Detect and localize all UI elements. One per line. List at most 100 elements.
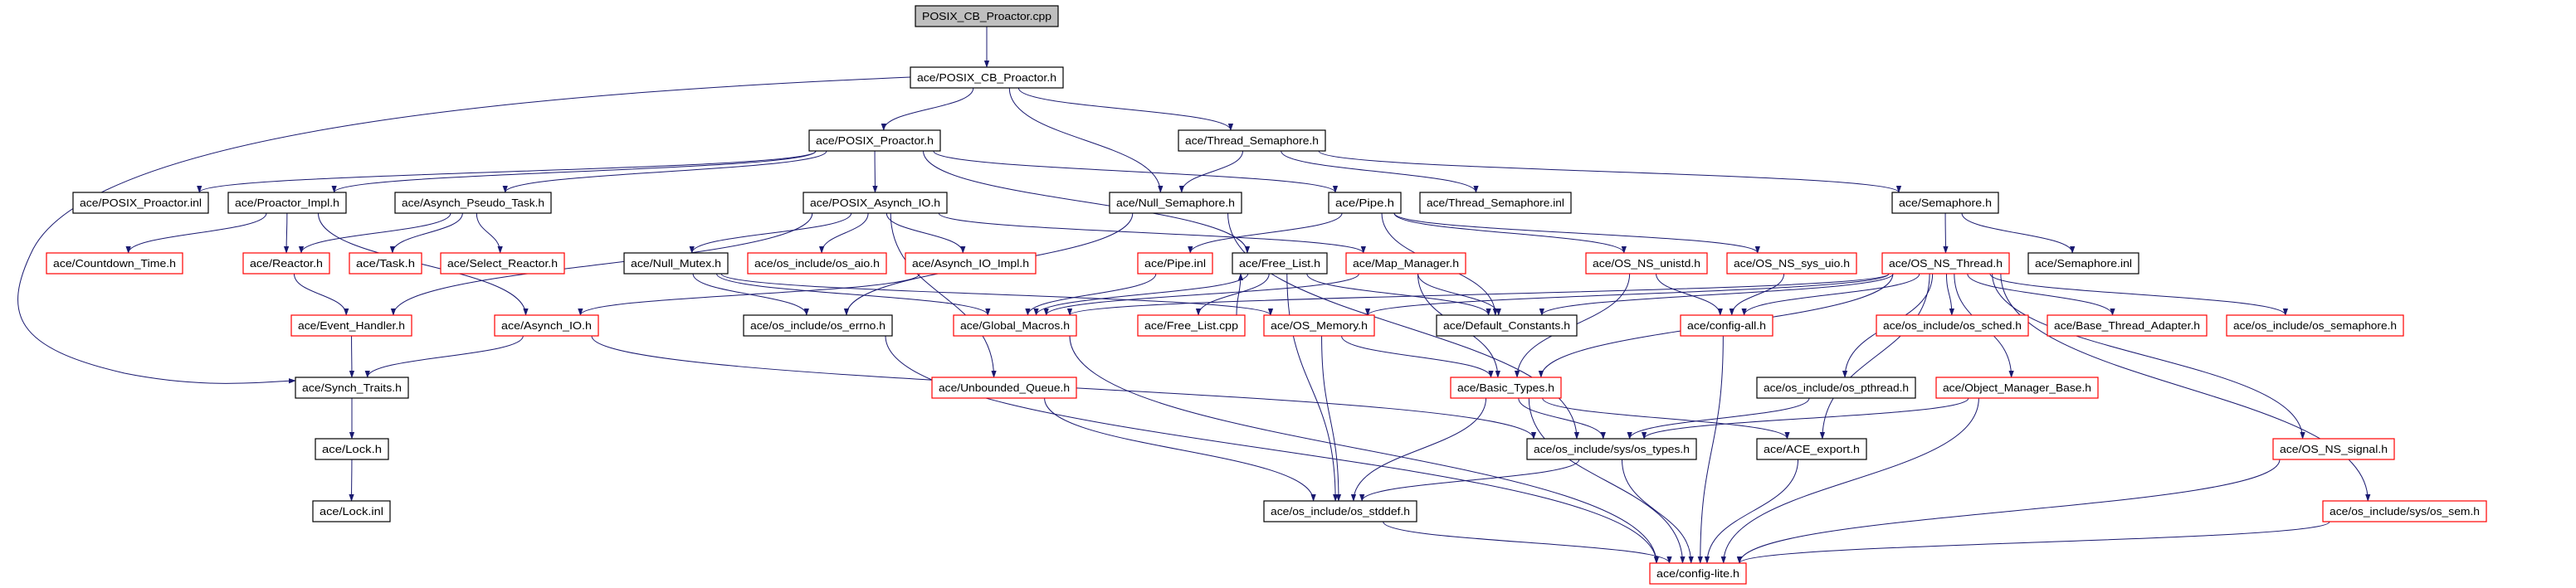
node-box[interactable] xyxy=(747,252,887,275)
node-task[interactable]: ace/Task.h xyxy=(349,252,422,275)
node-bt[interactable]: ace/Basic_Types.h xyxy=(1450,377,1562,399)
node-aio[interactable]: ace/Asynch_IO.h xyxy=(494,314,599,337)
node-ossemaphore[interactable]: ace/os_include/os_semaphore.h xyxy=(2226,314,2404,337)
node-box[interactable] xyxy=(743,314,893,337)
node-seminl[interactable]: ace/Semaphore.inl xyxy=(2027,252,2139,275)
node-box[interactable] xyxy=(494,314,599,337)
node-box[interactable] xyxy=(905,252,1037,275)
node-box[interactable] xyxy=(1137,252,1213,275)
node-box[interactable] xyxy=(440,252,565,275)
node-nsem[interactable]: ace/Null_Semaphore.h xyxy=(1109,192,1242,214)
node-box[interactable] xyxy=(623,252,729,275)
node-paio[interactable]: ace/POSIX_Asynch_IO.h xyxy=(803,192,948,214)
node-box[interactable] xyxy=(1680,314,1773,337)
node-box[interactable] xyxy=(1263,314,1375,337)
node-omb[interactable]: ace/Object_Manager_Base.h xyxy=(1935,377,2099,399)
node-tsinl[interactable]: ace/Thread_Semaphore.inl xyxy=(1419,192,1572,214)
node-box[interactable] xyxy=(1137,314,1246,337)
node-box[interactable] xyxy=(915,5,1059,27)
node-mapm[interactable]: ace/Map_Manager.h xyxy=(1345,252,1466,275)
node-box[interactable] xyxy=(1756,438,1867,460)
node-box[interactable] xyxy=(910,66,1064,89)
node-flh[interactable]: ace/Free_List.h xyxy=(1232,252,1328,275)
node-lock[interactable]: ace/Lock.h xyxy=(315,438,389,460)
node-box[interactable] xyxy=(2322,500,2487,522)
node-defc[interactable]: ace/Default_Constants.h xyxy=(1436,314,1578,337)
node-box[interactable] xyxy=(72,192,209,214)
node-box[interactable] xyxy=(46,252,183,275)
node-box[interactable] xyxy=(1585,252,1708,275)
node-box[interactable] xyxy=(1526,438,1697,460)
node-reactor[interactable]: ace/Reactor.h xyxy=(242,252,330,275)
node-box[interactable] xyxy=(1935,377,2099,399)
node-types[interactable]: ace/os_include/sys/os_types.h xyxy=(1526,438,1697,460)
node-box[interactable] xyxy=(1726,252,1857,275)
node-signal[interactable]: ace/OS_NS_signal.h xyxy=(2272,438,2395,460)
node-box[interactable] xyxy=(1450,377,1562,399)
node-synch[interactable]: ace/Synch_Traits.h xyxy=(295,377,409,399)
node-box[interactable] xyxy=(1876,314,2029,337)
node-box[interactable] xyxy=(290,314,412,337)
node-box[interactable] xyxy=(2047,314,2208,337)
node-cfglite[interactable]: ace/config-lite.h xyxy=(1649,562,1747,585)
node-nmutex[interactable]: ace/Null_Mutex.h xyxy=(623,252,729,275)
node-pih[interactable]: ace/Proactor_Impl.h xyxy=(227,192,347,214)
node-box[interactable] xyxy=(953,314,1077,337)
node-apt[interactable]: ace/Asynch_Pseudo_Task.h xyxy=(394,192,552,214)
node-evh[interactable]: ace/Event_Handler.h xyxy=(290,314,412,337)
node-cbh[interactable]: ace/POSIX_CB_Proactor.h xyxy=(910,66,1064,89)
node-box[interactable] xyxy=(227,192,347,214)
node-ubq[interactable]: ace/Unbounded_Queue.h xyxy=(931,377,1077,399)
node-pipeinl[interactable]: ace/Pipe.inl xyxy=(1137,252,1213,275)
node-gm[interactable]: ace/Global_Macros.h xyxy=(953,314,1077,337)
node-sched[interactable]: ace/os_include/os_sched.h xyxy=(1876,314,2029,337)
node-osthr[interactable]: ace/OS_NS_Thread.h xyxy=(1881,252,2010,275)
node-box[interactable] xyxy=(1649,562,1747,585)
node-box[interactable] xyxy=(803,192,948,214)
node-cdt[interactable]: ace/Countdown_Time.h xyxy=(46,252,183,275)
node-box[interactable] xyxy=(808,129,941,152)
node-box[interactable] xyxy=(295,377,409,399)
node-pthread[interactable]: ace/os_include/os_pthread.h xyxy=(1756,377,1916,399)
node-osmem[interactable]: ace/OS_Memory.h xyxy=(1263,314,1375,337)
node-ppinl[interactable]: ace/POSIX_Proactor.inl xyxy=(72,192,209,214)
node-box[interactable] xyxy=(349,252,422,275)
node-osaio[interactable]: ace/os_include/os_aio.h xyxy=(747,252,887,275)
node-errno[interactable]: ace/os_include/os_errno.h xyxy=(743,314,893,337)
node-box[interactable] xyxy=(1232,252,1328,275)
node-box[interactable] xyxy=(2226,314,2404,337)
node-box[interactable] xyxy=(1178,129,1326,152)
node-box[interactable] xyxy=(1328,192,1402,214)
node-sem[interactable]: ace/Semaphore.h xyxy=(1891,192,1999,214)
node-box[interactable] xyxy=(315,438,389,460)
node-box[interactable] xyxy=(1891,192,1999,214)
node-export[interactable]: ace/ACE_export.h xyxy=(1756,438,1867,460)
node-box[interactable] xyxy=(242,252,330,275)
node-selr[interactable]: ace/Select_Reactor.h xyxy=(440,252,565,275)
node-ossem[interactable]: ace/os_include/sys/os_sem.h xyxy=(2322,500,2487,522)
node-bta[interactable]: ace/Base_Thread_Adapter.h xyxy=(2047,314,2208,337)
node-cfgall[interactable]: ace/config-all.h xyxy=(1680,314,1773,337)
node-box[interactable] xyxy=(2027,252,2139,275)
node-box[interactable] xyxy=(312,500,391,522)
node-box[interactable] xyxy=(1109,192,1242,214)
node-box[interactable] xyxy=(1419,192,1572,214)
node-stddef[interactable]: ace/os_include/os_stddef.h xyxy=(1263,500,1417,522)
node-aioimpl[interactable]: ace/Asynch_IO_Impl.h xyxy=(905,252,1037,275)
node-box[interactable] xyxy=(1881,252,2010,275)
node-lockinl[interactable]: ace/Lock.inl xyxy=(312,500,391,522)
node-box[interactable] xyxy=(1345,252,1466,275)
node-pph[interactable]: ace/POSIX_Proactor.h xyxy=(808,129,941,152)
node-flcpp[interactable]: ace/Free_List.cpp xyxy=(1137,314,1246,337)
node-box[interactable] xyxy=(1756,377,1916,399)
node-box[interactable] xyxy=(394,192,552,214)
node-box[interactable] xyxy=(1263,500,1417,522)
node-cpp[interactable]: POSIX_CB_Proactor.cpp xyxy=(915,5,1059,27)
node-unistd[interactable]: ace/OS_NS_unistd.h xyxy=(1585,252,1708,275)
node-box[interactable] xyxy=(1436,314,1578,337)
node-tsh[interactable]: ace/Thread_Semaphore.h xyxy=(1178,129,1326,152)
node-box[interactable] xyxy=(931,377,1077,399)
node-uio[interactable]: ace/OS_NS_sys_uio.h xyxy=(1726,252,1857,275)
node-box[interactable] xyxy=(2272,438,2395,460)
node-pipe[interactable]: ace/Pipe.h xyxy=(1328,192,1402,214)
